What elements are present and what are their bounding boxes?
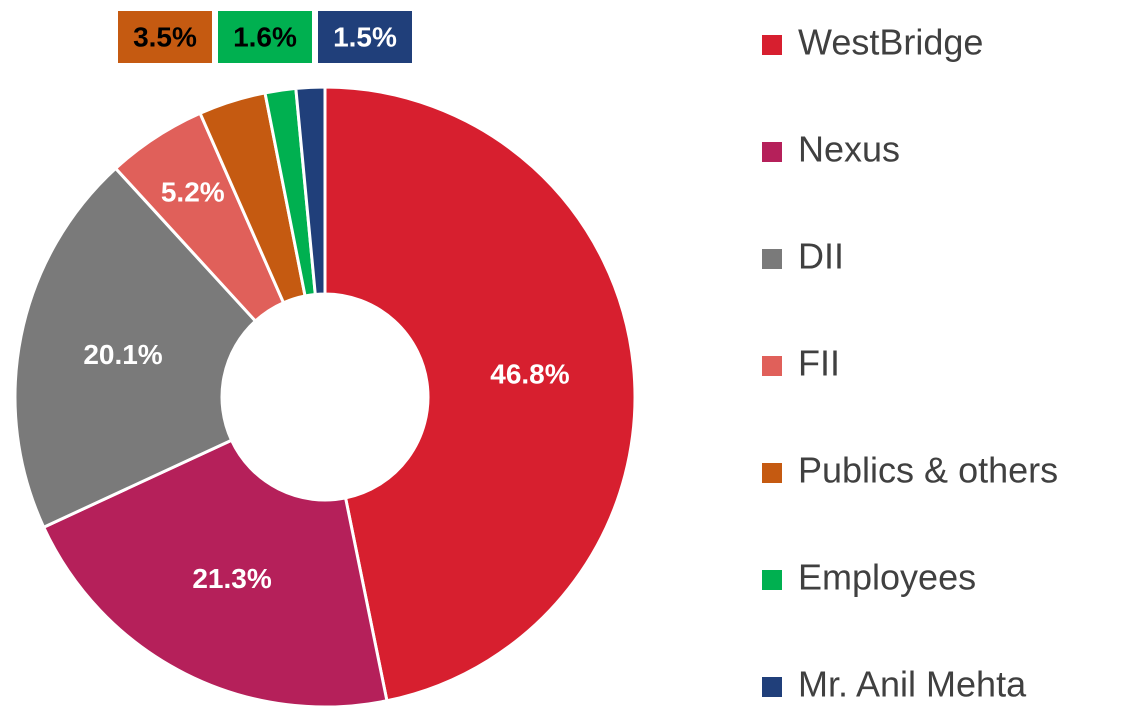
legend-label: Employees	[798, 557, 976, 598]
legend-swatch	[762, 356, 782, 376]
legend-swatch	[762, 142, 782, 162]
label-box	[218, 11, 312, 63]
legend-swatch	[762, 35, 782, 55]
data-label: 5.2%	[161, 177, 225, 208]
legend-label: WestBridge	[798, 22, 983, 63]
legend-swatch	[762, 677, 782, 697]
legend-label: FII	[798, 343, 840, 384]
legend-swatch	[762, 249, 782, 269]
data-label: 3.5%	[133, 21, 197, 52]
data-label: 20.1%	[83, 339, 162, 370]
legend-swatch	[762, 463, 782, 483]
slice	[13, 166, 258, 530]
legend-swatch	[762, 570, 782, 590]
legend-label: DII	[798, 236, 844, 277]
legend-label: Nexus	[798, 129, 900, 170]
legend-label: Publics & others	[798, 450, 1058, 491]
label-box	[118, 11, 212, 63]
legend-label: Mr. Anil Mehta	[798, 664, 1027, 705]
data-label: 21.3%	[192, 563, 271, 594]
data-label: 1.6%	[233, 21, 297, 52]
slice	[41, 438, 389, 709]
slice	[323, 85, 637, 703]
data-label: 1.5%	[333, 21, 397, 52]
data-label: 46.8%	[490, 359, 569, 390]
label-box	[318, 11, 412, 63]
slice	[294, 85, 327, 297]
